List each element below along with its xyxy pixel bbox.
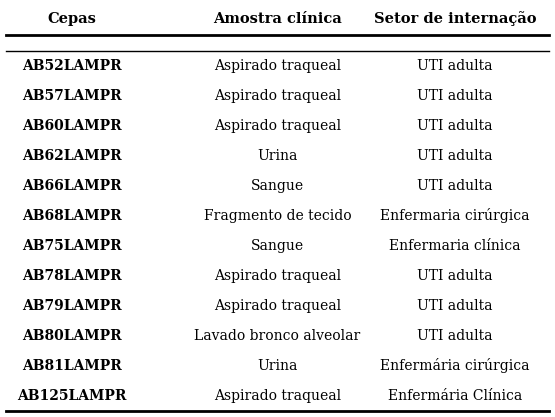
Text: Aspirado traqueal: Aspirado traqueal — [214, 89, 341, 103]
Text: Fragmento de tecido: Fragmento de tecido — [204, 209, 351, 223]
Text: Aspirado traqueal: Aspirado traqueal — [214, 269, 341, 283]
Text: AB62LAMPR: AB62LAMPR — [22, 149, 122, 163]
Text: Urina: Urina — [258, 149, 297, 163]
Text: Enfermaria clínica: Enfermaria clínica — [390, 239, 521, 253]
Text: Aspirado traqueal: Aspirado traqueal — [214, 59, 341, 73]
Text: Urina: Urina — [258, 359, 297, 373]
Text: Enfermária Clínica: Enfermária Clínica — [388, 389, 522, 403]
Text: UTI adulta: UTI adulta — [417, 59, 493, 73]
Text: UTI adulta: UTI adulta — [417, 269, 493, 283]
Text: AB79LAMPR: AB79LAMPR — [22, 299, 122, 313]
Text: Aspirado traqueal: Aspirado traqueal — [214, 389, 341, 403]
Text: UTI adulta: UTI adulta — [417, 329, 493, 343]
Text: AB68LAMPR: AB68LAMPR — [22, 209, 122, 223]
Text: AB78LAMPR: AB78LAMPR — [22, 269, 122, 283]
Text: Setor de internação: Setor de internação — [374, 11, 536, 26]
Text: Sangue: Sangue — [251, 179, 304, 193]
Text: Enfermária cirúrgica: Enfermária cirúrgica — [380, 358, 530, 373]
Text: AB57LAMPR: AB57LAMPR — [22, 89, 122, 103]
Text: AB52LAMPR: AB52LAMPR — [22, 59, 122, 73]
Text: Sangue: Sangue — [251, 239, 304, 253]
Text: Cepas: Cepas — [48, 12, 97, 26]
Text: UTI adulta: UTI adulta — [417, 149, 493, 163]
Text: AB80LAMPR: AB80LAMPR — [22, 329, 122, 343]
Text: UTI adulta: UTI adulta — [417, 89, 493, 103]
Text: Aspirado traqueal: Aspirado traqueal — [214, 299, 341, 313]
Text: UTI adulta: UTI adulta — [417, 179, 493, 193]
Text: AB60LAMPR: AB60LAMPR — [22, 119, 122, 133]
Text: Lavado bronco alveolar: Lavado bronco alveolar — [194, 329, 361, 343]
Text: AB81LAMPR: AB81LAMPR — [22, 359, 122, 373]
Text: Aspirado traqueal: Aspirado traqueal — [214, 119, 341, 133]
Text: Amostra clínica: Amostra clínica — [213, 12, 342, 26]
Text: UTI adulta: UTI adulta — [417, 299, 493, 313]
Text: UTI adulta: UTI adulta — [417, 119, 493, 133]
Text: AB66LAMPR: AB66LAMPR — [22, 179, 122, 193]
Text: Enfermaria cirúrgica: Enfermaria cirúrgica — [380, 208, 530, 224]
Text: AB125LAMPR: AB125LAMPR — [17, 389, 127, 403]
Text: AB75LAMPR: AB75LAMPR — [22, 239, 122, 253]
